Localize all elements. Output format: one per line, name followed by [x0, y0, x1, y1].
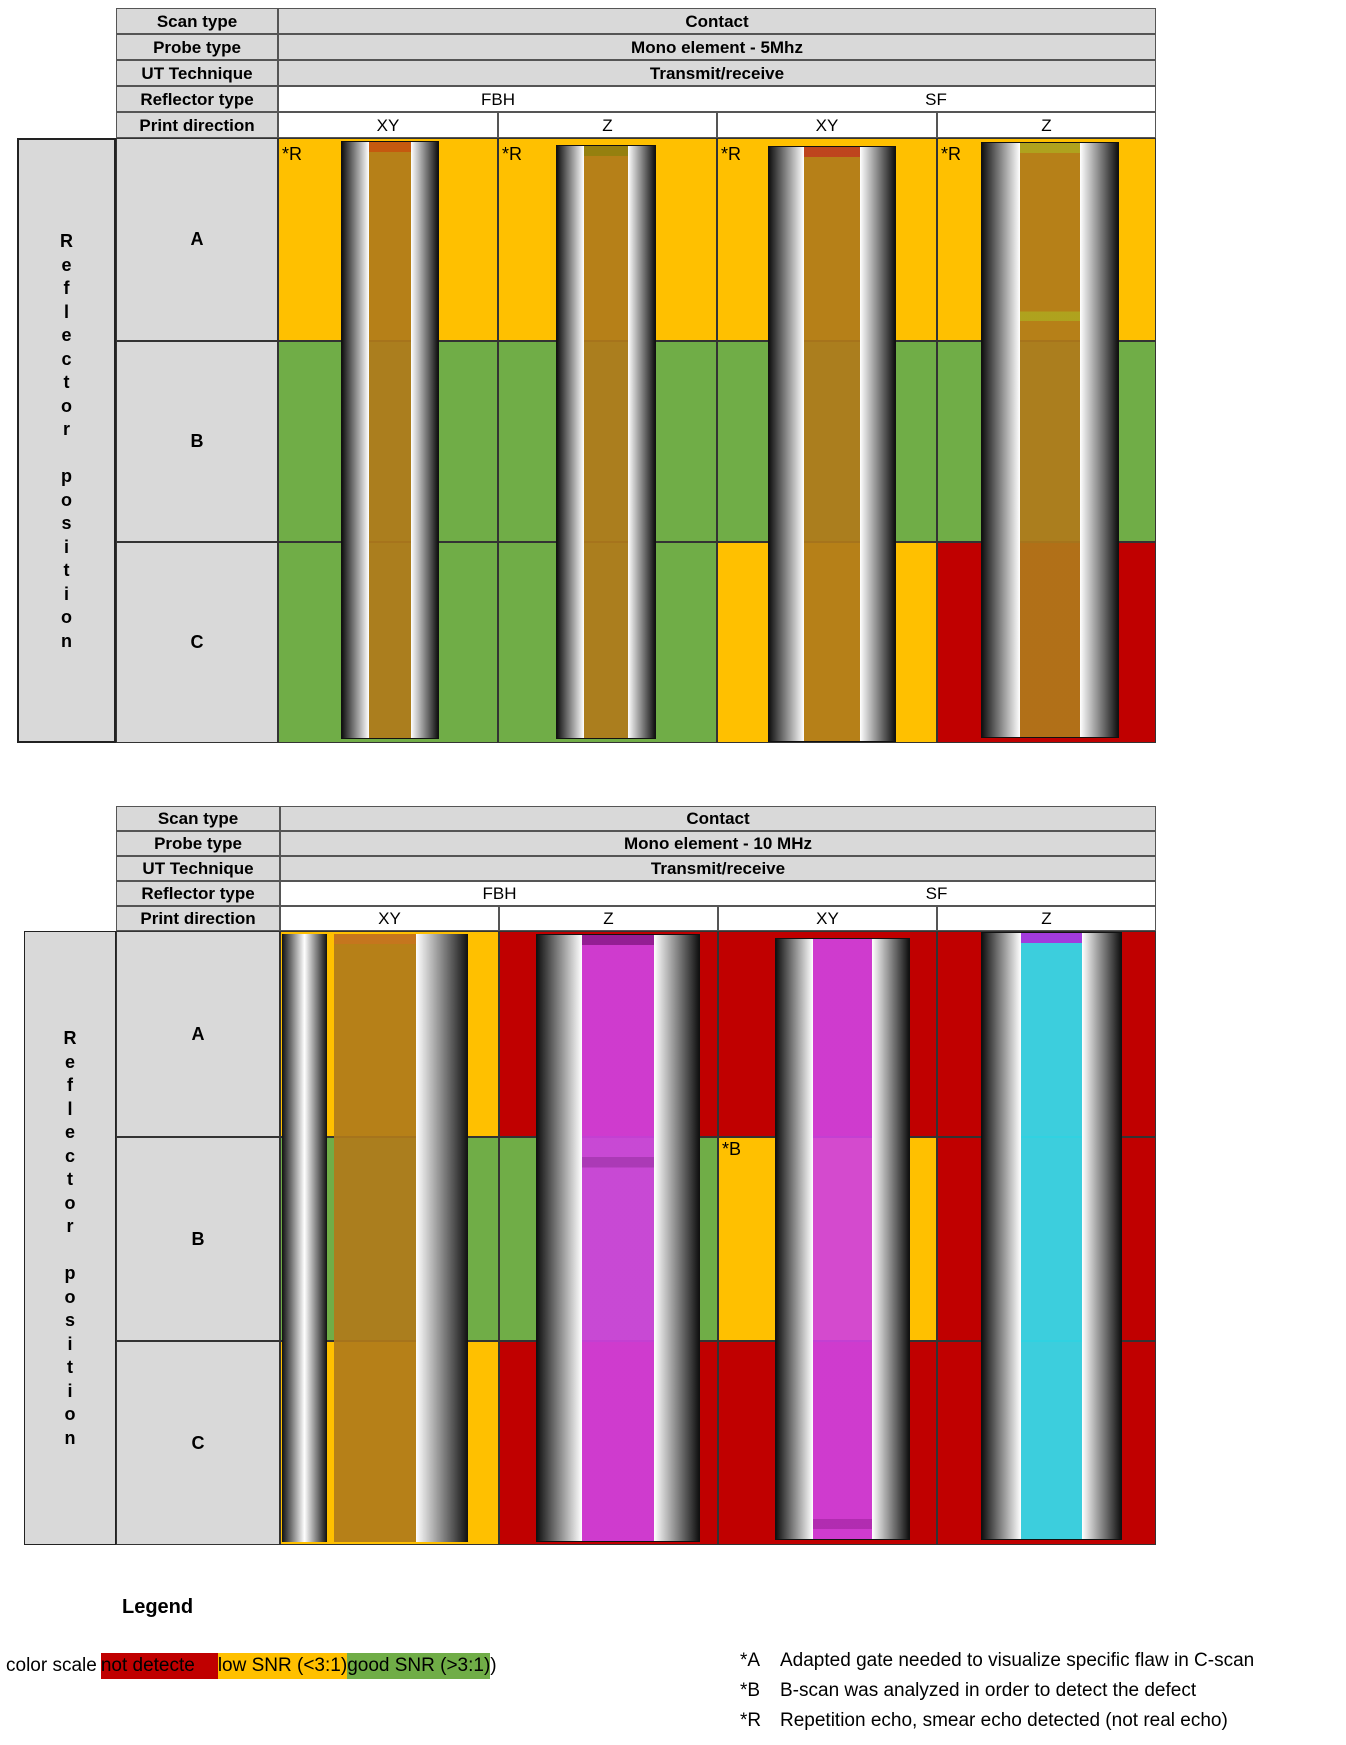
cscan-image-sf-xy [768, 146, 896, 742]
cscan-texture [334, 934, 416, 1542]
cscan-image-sf-z [981, 932, 1122, 1540]
direction-col-3: XY [717, 112, 937, 138]
note-r-4: *R [941, 144, 962, 164]
ut-technique-label: UT Technique [116, 60, 278, 86]
cscan-image-fbh-xy [341, 141, 439, 739]
legend-note-text: Adapted gate needed to visualize specifi… [780, 1650, 1255, 1671]
color-scale: color scale not detecte low SNR (<3:1) g… [6, 1653, 497, 1679]
note-r-1: *R [282, 144, 303, 164]
reflector-type-fbh: FBH [280, 881, 718, 906]
reflector-type-label: Reflector type [116, 881, 280, 906]
direction-col-1: XY [280, 906, 499, 931]
scan-type-value: Contact [278, 8, 1156, 34]
legend-note-b: *B B-scan was analyzed in order to detec… [740, 1680, 1254, 1710]
direction-col-2: Z [499, 906, 718, 931]
position-c: C [116, 1341, 280, 1545]
color-scale-label: color scale [6, 1655, 97, 1676]
direction-col-4: Z [937, 112, 1156, 138]
reflector-type-sf: SF [718, 881, 1156, 906]
legend-title: Legend [122, 1596, 194, 1618]
probe-type-value: Mono element - 5Mhz [278, 34, 1156, 60]
cscan-texture [368, 142, 412, 738]
print-direction-label: Print direction [116, 906, 280, 931]
cscan-texture [804, 147, 860, 741]
note-r-3: *R [721, 144, 742, 164]
cscan-image-sf-xy [775, 938, 910, 1540]
direction-col-2: Z [498, 112, 717, 138]
cscan-image-fbh-z [556, 145, 656, 739]
cscan-texture [813, 939, 872, 1539]
position-a: A [116, 931, 280, 1137]
legend-not-detected: not detecte [100, 1653, 218, 1679]
legend-note-key: *B [740, 1680, 761, 1701]
legend-note-r: *R Repetition echo, smear echo detected … [740, 1710, 1254, 1740]
scan-type-label: Scan type [116, 806, 280, 831]
probe-type-label: Probe type [116, 34, 278, 60]
position-c: C [116, 542, 278, 743]
cscan-image-sf-z [981, 142, 1119, 738]
legend-close-paren: ) [490, 1655, 497, 1676]
reflector-type-sf: SF [717, 86, 1156, 112]
reflector-type-fbh: FBH [278, 86, 717, 112]
ut-technique-value: Transmit/receive [278, 60, 1156, 86]
position-a: A [116, 138, 278, 341]
legend-note-key: *A [740, 1650, 761, 1671]
legend-low-snr: low SNR (<3:1) [217, 1653, 348, 1679]
note-r-2: *R [502, 144, 523, 164]
note-b: *B [722, 1139, 742, 1159]
scan-type-label: Scan type [116, 8, 278, 34]
cscan-texture [1020, 933, 1083, 1539]
legend-good-snr: good SNR (>3:1) [347, 1653, 491, 1679]
ut-technique-label: UT Technique [116, 856, 280, 881]
cscan-texture [584, 146, 628, 738]
legend-note-a: *A Adapted gate needed to visualize spec… [740, 1650, 1254, 1680]
ut-technique-value: Transmit/receive [280, 856, 1156, 881]
cscan-texture [582, 935, 654, 1541]
legend-note-text: B-scan was analyzed in order to detect t… [780, 1680, 1197, 1701]
cscan-texture [1020, 143, 1080, 737]
legend-note-text: Repetition echo, smear echo detected (no… [780, 1710, 1228, 1731]
position-b: B [116, 341, 278, 542]
probe-type-value: Mono element - 10 MHz [280, 831, 1156, 856]
reflector-type-label: Reflector type [116, 86, 278, 112]
cscan-image-fbh-z [536, 934, 700, 1542]
direction-col-3: XY [718, 906, 937, 931]
print-direction-label: Print direction [116, 112, 278, 138]
cscan-image-fbh-xy [282, 934, 468, 1542]
position-b: B [116, 1137, 280, 1341]
probe-type-label: Probe type [116, 831, 280, 856]
scan-type-value: Contact [280, 806, 1156, 831]
direction-col-1: XY [278, 112, 498, 138]
legend-notes: *A Adapted gate needed to visualize spec… [740, 1650, 1254, 1740]
legend-note-key: *R [740, 1710, 762, 1731]
direction-col-4: Z [937, 906, 1156, 931]
